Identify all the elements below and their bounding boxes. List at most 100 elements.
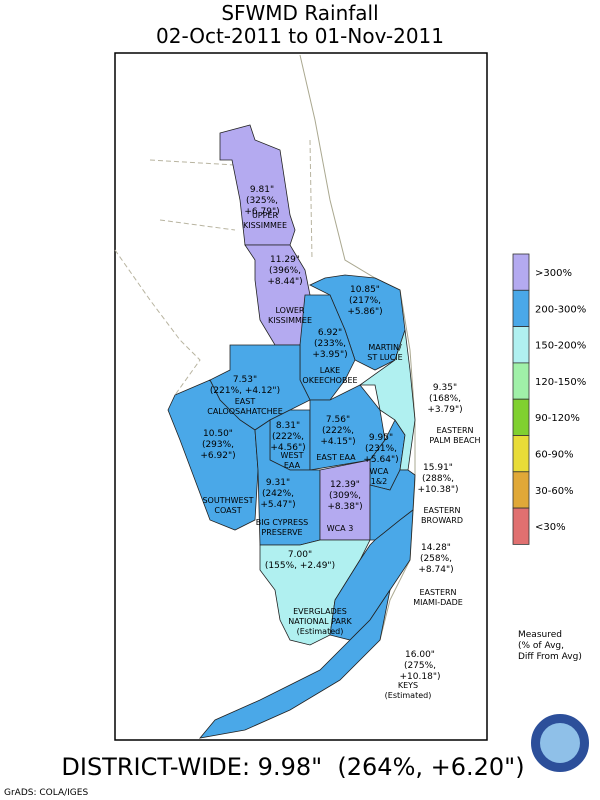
legend-swatch	[512, 362, 530, 400]
region-stat: 9.95"	[369, 433, 393, 443]
legend-label: 90-120%	[535, 413, 580, 424]
legend-swatch	[512, 435, 530, 473]
region-stat: (325%,	[246, 196, 278, 206]
region	[198, 589, 391, 739]
region-name: WCA 3	[327, 524, 354, 533]
district-wide: DISTRICT-WIDE: 9.98" (264%, +6.20")	[61, 753, 524, 781]
legend-label: 60-90%	[535, 450, 574, 461]
region-name: ST LUCIE	[367, 353, 402, 362]
legend-label: <30%	[535, 522, 566, 533]
region-stat: (242%,	[262, 489, 294, 499]
region-name: NATIONAL PARK	[288, 617, 352, 626]
legend-swatch	[512, 326, 530, 364]
region-stat: (217%,	[349, 296, 381, 306]
legend-swatch	[512, 289, 530, 327]
legend-swatch	[512, 471, 530, 509]
region-stat: +10.18")	[400, 672, 441, 682]
region-stat: +8.44")	[267, 277, 302, 287]
region-stat: (168%,	[429, 394, 461, 404]
region-stat: 10.50"	[203, 429, 233, 439]
region-name: LAKE	[320, 366, 340, 375]
region-stat: 7.56"	[326, 415, 350, 425]
region-name: KISSIMMEE	[243, 221, 287, 230]
logo-inner	[540, 723, 580, 763]
legend-swatch	[512, 507, 530, 545]
region-stat: 10.85"	[350, 285, 380, 295]
region-name: (Estimated)	[385, 691, 432, 700]
region-stat: 7.00"	[288, 550, 312, 560]
region-stat: (258%,	[420, 554, 452, 564]
region-stat: (309%,	[329, 491, 361, 501]
region-stat: 9.35"	[433, 383, 457, 393]
title: SFWMD Rainfall	[221, 1, 378, 25]
region-stat: 7.53"	[233, 375, 257, 385]
region-stat: 15.91"	[423, 463, 453, 473]
region-name: PALM BEACH	[429, 436, 480, 445]
region-name: MIAMI-DADE	[413, 598, 463, 607]
region-stat: (221%, +4.12")	[210, 386, 280, 396]
region-name: SOUTHWEST	[202, 496, 253, 505]
credit: GrADS: COLA/IGES	[4, 788, 88, 798]
legend-label: >300%	[535, 268, 572, 279]
region-name: COAST	[214, 506, 241, 515]
legend-label: 150-200%	[535, 341, 586, 352]
region-stat: +8.74")	[418, 565, 453, 575]
legend-swatch	[512, 253, 530, 291]
region-stat: +3.79")	[427, 405, 462, 415]
region-name: EASTERN	[423, 506, 460, 515]
region-name: UPPER	[252, 211, 279, 220]
region-name: CALOOSAHATCHEE	[207, 407, 283, 416]
note: (% of Avg,	[518, 641, 564, 651]
region-stat: +8.38")	[327, 502, 362, 512]
region-name: 1&2	[371, 477, 387, 486]
region-name: WEST	[281, 451, 304, 460]
region-name: PRESERVE	[261, 528, 302, 537]
subtitle: 02-Oct-2011 to 01-Nov-2011	[156, 24, 444, 48]
note: Measured	[518, 630, 562, 640]
region-stat: +4.15")	[320, 437, 355, 447]
region-stat: +3.95")	[312, 350, 347, 360]
region-stat: (288%,	[422, 474, 454, 484]
region-stat: 9.31"	[266, 478, 290, 488]
region-name: OKEECHOBEE	[302, 376, 357, 385]
region-stat: +6.92")	[200, 451, 235, 461]
legend-label: 200-300%	[535, 304, 586, 315]
region-name: EASTERN	[419, 588, 456, 597]
region-stat: 6.92"	[318, 328, 342, 338]
region-name: EASTERN	[436, 426, 473, 435]
map-frame	[114, 52, 488, 741]
region-stat: (222%,	[272, 432, 304, 442]
region-stat: 12.39"	[330, 480, 360, 490]
region-stat: (222%,	[322, 426, 354, 436]
region-stat: 11.29"	[270, 255, 300, 265]
region-stat: +4.56")	[270, 443, 305, 453]
region-name: EAA	[284, 461, 301, 470]
region-name: BROWARD	[421, 516, 463, 525]
legend-label: 120-150%	[535, 377, 586, 388]
region-stat: (155%, +2.49")	[265, 561, 335, 571]
region-name: KISSIMMEE	[268, 316, 312, 325]
region-name: EAST EAA	[316, 453, 356, 462]
region-stat: 8.31"	[276, 421, 300, 431]
region-name: EVERGLADES	[293, 607, 347, 616]
region	[309, 384, 386, 471]
region-stat: 9.81"	[250, 185, 274, 195]
region-stat: (396%,	[269, 266, 301, 276]
region-stat: (293%,	[202, 440, 234, 450]
region-stat: 14.28"	[421, 543, 451, 553]
region-stat: +6.79")	[244, 207, 279, 217]
region-stat: (231%,	[365, 444, 397, 454]
region-name: KEYS	[398, 681, 418, 690]
region-stat: +5.86")	[347, 307, 382, 317]
region-stat: +5.47")	[260, 500, 295, 510]
legend-label: 30-60%	[535, 486, 574, 497]
region-name: LOWER	[276, 306, 305, 315]
region-stat: (275%,	[404, 661, 436, 671]
region	[219, 124, 296, 246]
region-name: MARTIN/	[368, 343, 402, 352]
region-stat: (233%,	[314, 339, 346, 349]
county-lines	[114, 139, 313, 396]
legend-swatch	[512, 398, 530, 436]
region-name: EAST	[235, 397, 256, 406]
region-stat: 16.00"	[405, 650, 435, 660]
